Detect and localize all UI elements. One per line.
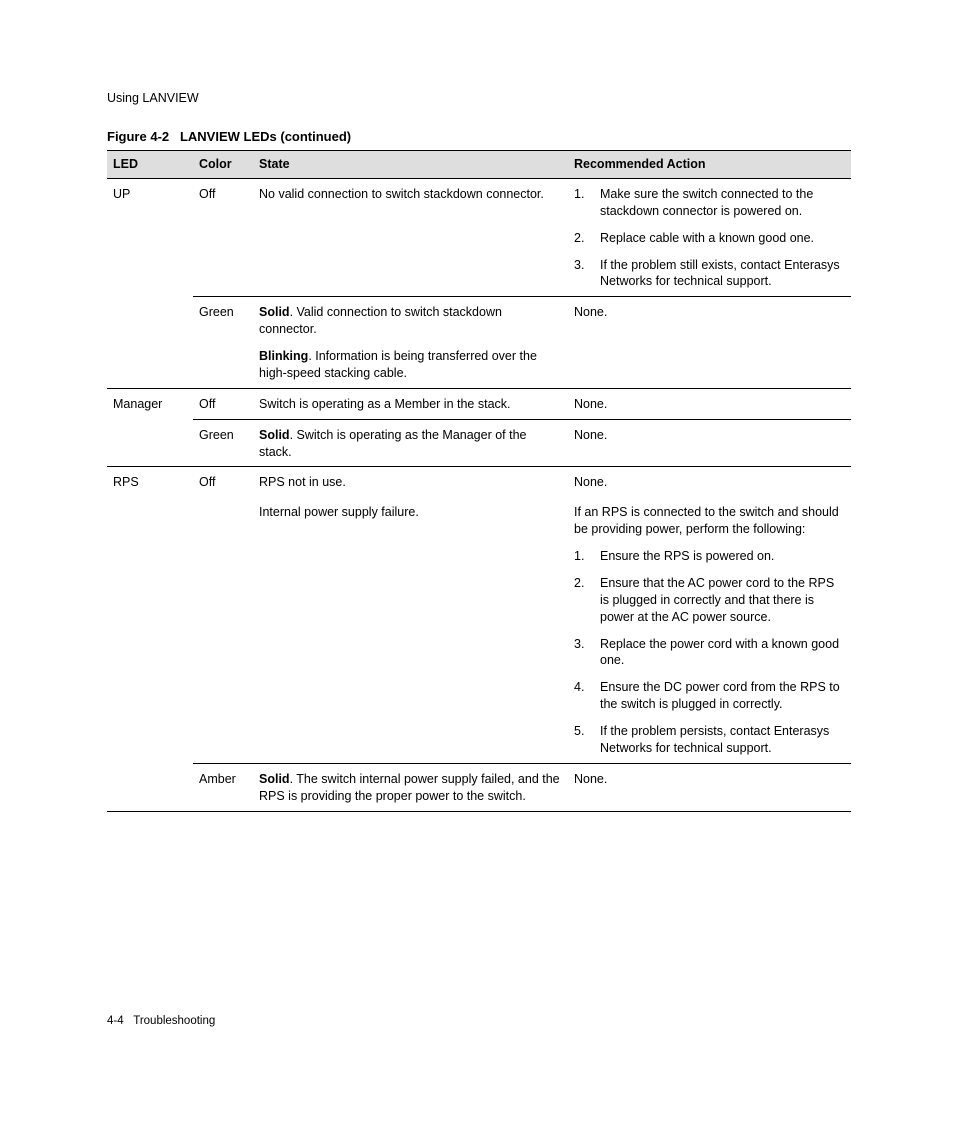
cell-state: No valid connection to switch stackdown … — [253, 178, 568, 296]
cell-action-text: None. — [574, 771, 845, 788]
step-number: 5. — [574, 723, 600, 757]
cell-action: 1.Make sure the switch connected to the … — [568, 178, 851, 296]
step-number: 2. — [574, 230, 600, 247]
table-header-row: LED Color State Recommended Action — [107, 151, 851, 179]
action-step: 1.Ensure the RPS is powered on. — [574, 548, 845, 565]
action-steps: 1.Make sure the switch connected to the … — [574, 186, 845, 290]
step-number: 4. — [574, 679, 600, 713]
table-row: GreenSolid. Valid connection to switch s… — [107, 297, 851, 389]
cell-action: None. — [568, 388, 851, 419]
cell-action-intro: If an RPS is connected to the switch and… — [574, 504, 845, 538]
cell-action: None. — [568, 763, 851, 811]
action-step: 3.Replace the power cord with a known go… — [574, 636, 845, 670]
cell-action: None. — [568, 467, 851, 497]
cell-led — [107, 419, 193, 467]
cell-led — [107, 497, 193, 763]
step-text: If the problem still exists, contact Ent… — [600, 257, 845, 291]
step-text: Ensure that the AC power cord to the RPS… — [600, 575, 845, 626]
cell-state: Solid. Valid connection to switch stackd… — [253, 297, 568, 389]
cell-state-text: Solid. The switch internal power supply … — [259, 771, 562, 805]
chapter-name: Troubleshooting — [133, 1015, 215, 1027]
cell-action-text: None. — [574, 396, 845, 413]
action-step: 2.Replace cable with a known good one. — [574, 230, 845, 247]
table-row: UPOff No valid connection to switch stack… — [107, 178, 851, 296]
step-text: Ensure the DC power cord from the RPS to… — [600, 679, 845, 713]
figure-caption: LANVIEW LEDs (continued) — [180, 129, 351, 144]
cell-led: Manager — [107, 388, 193, 419]
cell-led — [107, 297, 193, 389]
cell-state-text: Blinking. Information is being transferr… — [259, 348, 562, 382]
cell-state-text: Solid. Valid connection to switch stackd… — [259, 304, 562, 338]
action-step: 4.Ensure the DC power cord from the RPS … — [574, 679, 845, 713]
cell-color: Off — [193, 388, 253, 419]
step-number: 1. — [574, 186, 600, 220]
action-step: 1.Make sure the switch connected to the … — [574, 186, 845, 220]
action-step: 2.Ensure that the AC power cord to the R… — [574, 575, 845, 626]
cell-state: Switch is operating as a Member in the s… — [253, 388, 568, 419]
figure-title: Figure 4-2 LANVIEW LEDs (continued) — [107, 129, 851, 144]
cell-action-text: None. — [574, 304, 845, 321]
step-number: 3. — [574, 636, 600, 670]
cell-led: RPS — [107, 467, 193, 497]
step-number: 3. — [574, 257, 600, 291]
col-header-color: Color — [193, 151, 253, 179]
cell-led: UP — [107, 178, 193, 296]
cell-state: Solid. Switch is operating as the Manage… — [253, 419, 568, 467]
cell-state-text: RPS not in use. — [259, 474, 562, 491]
cell-color: Off — [193, 467, 253, 497]
cell-action-text: None. — [574, 427, 845, 444]
action-step: 5.If the problem persists, contact Enter… — [574, 723, 845, 757]
step-text: Ensure the RPS is powered on. — [600, 548, 845, 565]
cell-state: RPS not in use. — [253, 467, 568, 497]
table-row: RPSOff RPS not in use. None. — [107, 467, 851, 497]
cell-action: None. — [568, 419, 851, 467]
table-body: UPOffNo valid connection to switch stack… — [107, 178, 851, 811]
col-header-state: State — [253, 151, 568, 179]
col-header-action: Recommended Action — [568, 151, 851, 179]
table-row: AmberSolid. The switch internal power su… — [107, 763, 851, 811]
cell-color: Green — [193, 419, 253, 467]
cell-action-text: None. — [574, 474, 845, 491]
cell-color: Green — [193, 297, 253, 389]
cell-state: Internal power supply failure. — [253, 497, 568, 763]
step-text: If the problem persists, contact Enteras… — [600, 723, 845, 757]
page-number: 4-4 — [107, 1015, 124, 1027]
table-row: Internal power supply failure. If an RPS … — [107, 497, 851, 763]
cell-state-text: Switch is operating as a Member in the s… — [259, 396, 562, 413]
cell-state: Solid. The switch internal power supply … — [253, 763, 568, 811]
table-row: ManagerOff Switch is operating as a Membe… — [107, 388, 851, 419]
lanview-leds-table: LED Color State Recommended Action UPOff… — [107, 150, 851, 812]
cell-color: Amber — [193, 763, 253, 811]
step-text: Make sure the switch connected to the st… — [600, 186, 845, 220]
cell-color: Off — [193, 178, 253, 296]
cell-led — [107, 763, 193, 811]
col-header-led: LED — [107, 151, 193, 179]
step-text: Replace the power cord with a known good… — [600, 636, 845, 670]
page-footer: 4-4 Troubleshooting — [107, 1015, 215, 1027]
step-number: 2. — [574, 575, 600, 626]
cell-state-text: Internal power supply failure. — [259, 504, 562, 521]
step-number: 1. — [574, 548, 600, 565]
cell-color — [193, 497, 253, 763]
action-step: 3.If the problem still exists, contact E… — [574, 257, 845, 291]
step-text: Replace cable with a known good one. — [600, 230, 845, 247]
table-row: GreenSolid. Switch is operating as the M… — [107, 419, 851, 467]
action-steps: 1.Ensure the RPS is powered on.2.Ensure … — [574, 548, 845, 757]
cell-state-text: No valid connection to switch stackdown … — [259, 186, 562, 203]
section-header: Using LANVIEW — [107, 91, 851, 105]
figure-label: Figure 4-2 — [107, 129, 169, 144]
cell-action: If an RPS is connected to the switch and… — [568, 497, 851, 763]
cell-action: None. — [568, 297, 851, 389]
cell-state-text: Solid. Switch is operating as the Manage… — [259, 427, 562, 461]
